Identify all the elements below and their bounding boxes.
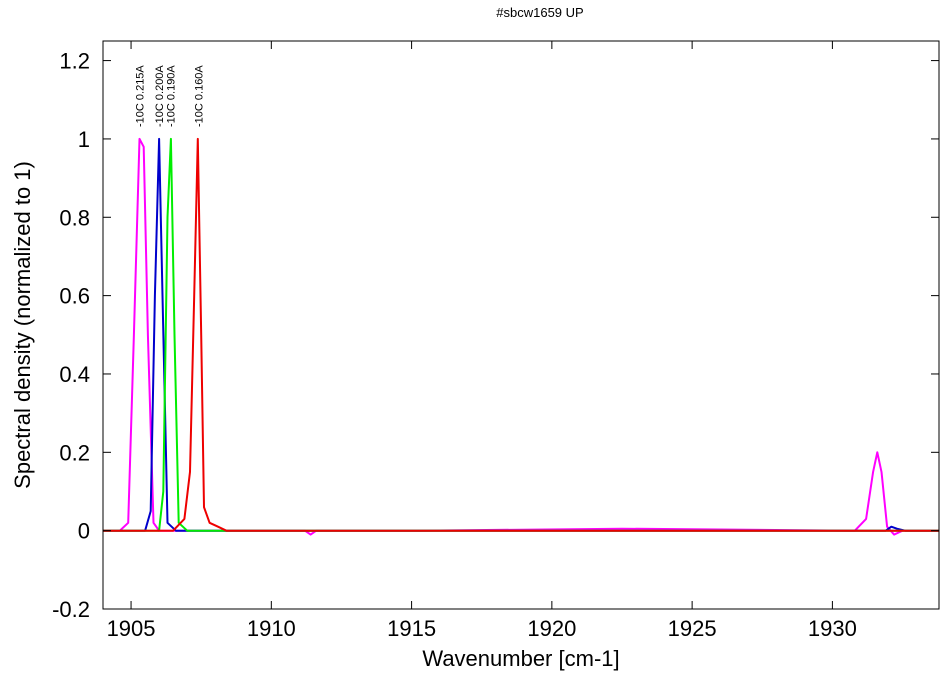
y-axis-label: Spectral density (normalized to 1) <box>10 161 35 489</box>
plot-frame <box>102 40 940 610</box>
x-axis: 1905 1910 1915 1920 1925 1930 <box>107 41 857 641</box>
x-tick-label: 1915 <box>387 616 436 641</box>
series-line-3 <box>103 137 939 532</box>
y-tick-label: 0.6 <box>59 284 90 309</box>
x-tick-label: 1925 <box>668 616 717 641</box>
x-tick-label: 1910 <box>247 616 296 641</box>
y-tick-label: -0.2 <box>52 597 90 622</box>
peak-label: -10C 0.190A <box>165 65 177 127</box>
y-tick-label: 0.4 <box>59 362 90 387</box>
peak-labels: -10C 0.215A -10C 0.200A -10C 0.190A -10C 0.… <box>135 65 206 127</box>
peak-label: -10C 0.160A <box>193 65 205 127</box>
series-line-2 <box>103 137 939 532</box>
chart-title: #sbcw1659 UP <box>496 5 583 20</box>
y-axis: -0.2 0 0.2 0.4 0.6 0.8 1 1.2 <box>52 49 939 622</box>
series-line-0 <box>103 137 939 536</box>
y-tick-label: 1 <box>78 127 90 152</box>
y-tick-label: 1.2 <box>59 49 90 74</box>
peak-label: -10C 0.215A <box>135 65 147 127</box>
plot-area <box>103 137 939 536</box>
y-tick-label: 0 <box>78 519 90 544</box>
x-axis-label: Wavenumber [cm-1] <box>422 646 619 671</box>
y-tick-label: 0.2 <box>59 440 90 465</box>
x-tick-label: 1930 <box>808 616 857 641</box>
series-group <box>103 137 939 536</box>
peak-label: -10C 0.200A <box>154 65 166 127</box>
x-tick-label: 1905 <box>107 616 156 641</box>
x-tick-label: 1920 <box>527 616 576 641</box>
series-line-1 <box>103 137 939 532</box>
y-tick-label: 0.8 <box>59 205 90 230</box>
